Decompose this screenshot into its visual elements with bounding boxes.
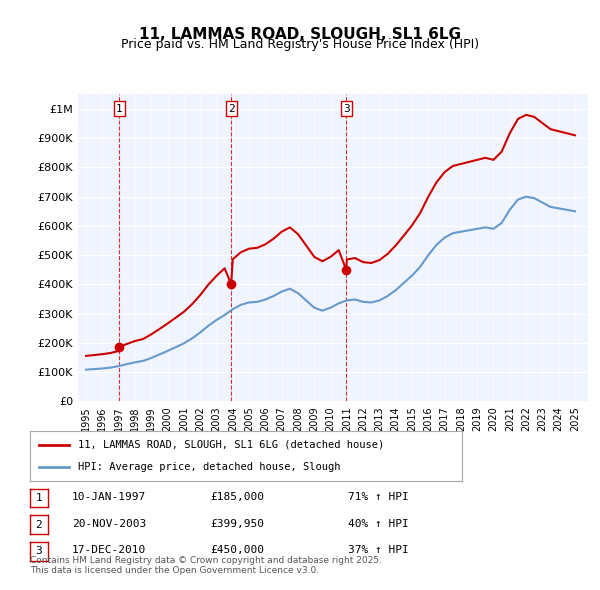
- Text: 10-JAN-1997: 10-JAN-1997: [72, 493, 146, 502]
- Text: 2: 2: [35, 520, 43, 529]
- Text: 20-NOV-2003: 20-NOV-2003: [72, 519, 146, 529]
- Text: 1: 1: [116, 104, 122, 114]
- Text: 2: 2: [228, 104, 235, 114]
- Text: £450,000: £450,000: [210, 546, 264, 555]
- Text: 71% ↑ HPI: 71% ↑ HPI: [348, 493, 409, 502]
- Text: 40% ↑ HPI: 40% ↑ HPI: [348, 519, 409, 529]
- Text: HPI: Average price, detached house, Slough: HPI: Average price, detached house, Slou…: [77, 462, 340, 472]
- Text: 1: 1: [35, 493, 43, 503]
- Text: Contains HM Land Registry data © Crown copyright and database right 2025.
This d: Contains HM Land Registry data © Crown c…: [30, 556, 382, 575]
- Text: 3: 3: [35, 546, 43, 556]
- Text: Price paid vs. HM Land Registry's House Price Index (HPI): Price paid vs. HM Land Registry's House …: [121, 38, 479, 51]
- Text: 3: 3: [343, 104, 350, 114]
- Text: £399,950: £399,950: [210, 519, 264, 529]
- Text: 37% ↑ HPI: 37% ↑ HPI: [348, 546, 409, 555]
- Text: 11, LAMMAS ROAD, SLOUGH, SL1 6LG (detached house): 11, LAMMAS ROAD, SLOUGH, SL1 6LG (detach…: [77, 440, 384, 450]
- Text: 17-DEC-2010: 17-DEC-2010: [72, 546, 146, 555]
- Text: £185,000: £185,000: [210, 493, 264, 502]
- Text: 11, LAMMAS ROAD, SLOUGH, SL1 6LG: 11, LAMMAS ROAD, SLOUGH, SL1 6LG: [139, 27, 461, 41]
